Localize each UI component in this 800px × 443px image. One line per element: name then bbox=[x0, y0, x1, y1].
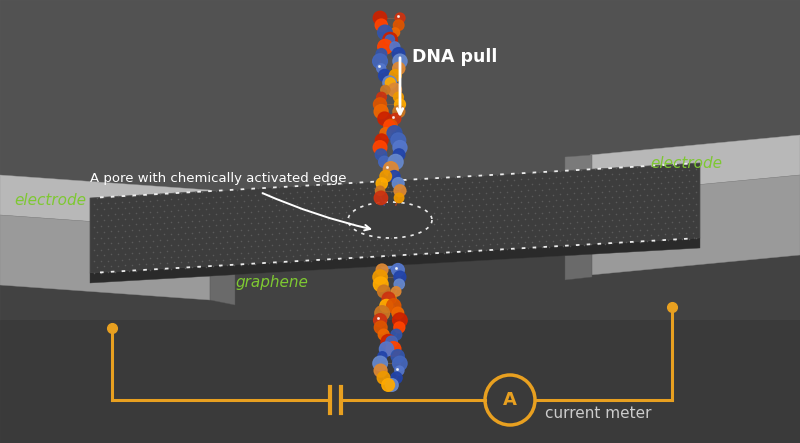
Circle shape bbox=[390, 199, 402, 211]
Text: DNA pull: DNA pull bbox=[412, 48, 498, 66]
Circle shape bbox=[393, 140, 407, 155]
Circle shape bbox=[377, 92, 386, 102]
Circle shape bbox=[394, 99, 406, 110]
Circle shape bbox=[377, 64, 386, 73]
Circle shape bbox=[384, 119, 397, 132]
Circle shape bbox=[375, 19, 387, 31]
Circle shape bbox=[378, 39, 393, 54]
Circle shape bbox=[394, 222, 402, 231]
Circle shape bbox=[374, 105, 388, 118]
Circle shape bbox=[387, 126, 402, 140]
Circle shape bbox=[378, 112, 391, 125]
Circle shape bbox=[391, 329, 402, 340]
Circle shape bbox=[391, 350, 404, 363]
Circle shape bbox=[386, 336, 398, 348]
Circle shape bbox=[374, 321, 387, 334]
Circle shape bbox=[394, 193, 404, 202]
Polygon shape bbox=[0, 320, 800, 443]
Circle shape bbox=[374, 98, 386, 111]
Circle shape bbox=[393, 227, 407, 241]
Circle shape bbox=[382, 249, 395, 261]
Circle shape bbox=[394, 322, 405, 333]
Circle shape bbox=[381, 85, 390, 94]
Circle shape bbox=[378, 372, 390, 384]
Circle shape bbox=[378, 70, 391, 82]
Circle shape bbox=[374, 277, 388, 291]
Circle shape bbox=[379, 342, 394, 356]
Polygon shape bbox=[90, 163, 700, 273]
Polygon shape bbox=[590, 135, 800, 195]
Circle shape bbox=[393, 149, 405, 160]
Circle shape bbox=[376, 221, 388, 233]
Circle shape bbox=[390, 70, 402, 82]
Circle shape bbox=[386, 256, 401, 270]
Circle shape bbox=[378, 285, 390, 298]
Circle shape bbox=[376, 236, 386, 246]
Circle shape bbox=[386, 379, 398, 391]
Text: electrode: electrode bbox=[650, 156, 722, 171]
Text: A pore with chemically activated edge: A pore with chemically activated edge bbox=[90, 172, 346, 185]
Polygon shape bbox=[210, 190, 235, 232]
Text: current meter: current meter bbox=[545, 406, 651, 421]
Polygon shape bbox=[565, 155, 592, 199]
Circle shape bbox=[392, 264, 404, 276]
Circle shape bbox=[388, 155, 403, 169]
Circle shape bbox=[374, 228, 386, 240]
Circle shape bbox=[392, 178, 404, 190]
Circle shape bbox=[375, 306, 390, 320]
Circle shape bbox=[384, 164, 394, 174]
Circle shape bbox=[380, 128, 391, 139]
Circle shape bbox=[373, 356, 387, 371]
Circle shape bbox=[388, 214, 400, 225]
Circle shape bbox=[380, 256, 393, 269]
Polygon shape bbox=[0, 215, 210, 300]
Circle shape bbox=[392, 307, 404, 319]
Polygon shape bbox=[590, 175, 800, 275]
Circle shape bbox=[373, 54, 387, 69]
Polygon shape bbox=[0, 175, 210, 230]
Circle shape bbox=[394, 92, 403, 102]
Circle shape bbox=[374, 314, 386, 327]
Circle shape bbox=[394, 279, 404, 289]
Circle shape bbox=[374, 11, 386, 25]
Circle shape bbox=[394, 185, 406, 197]
Circle shape bbox=[376, 264, 388, 276]
Circle shape bbox=[378, 25, 392, 39]
Circle shape bbox=[374, 141, 387, 154]
Circle shape bbox=[389, 171, 400, 182]
Circle shape bbox=[386, 207, 396, 218]
Circle shape bbox=[376, 178, 387, 189]
Text: A: A bbox=[503, 391, 517, 409]
Circle shape bbox=[393, 356, 407, 371]
Circle shape bbox=[380, 299, 393, 312]
Circle shape bbox=[386, 35, 394, 44]
Circle shape bbox=[380, 201, 389, 210]
Circle shape bbox=[394, 20, 404, 31]
Circle shape bbox=[376, 49, 386, 59]
Polygon shape bbox=[0, 250, 800, 443]
Circle shape bbox=[375, 149, 386, 160]
Circle shape bbox=[386, 342, 401, 356]
Circle shape bbox=[390, 42, 400, 52]
Circle shape bbox=[374, 191, 388, 205]
Circle shape bbox=[388, 83, 402, 97]
Circle shape bbox=[387, 294, 396, 303]
Polygon shape bbox=[565, 197, 592, 280]
Circle shape bbox=[394, 236, 405, 246]
Circle shape bbox=[382, 215, 390, 224]
Circle shape bbox=[374, 364, 387, 377]
Circle shape bbox=[390, 28, 400, 37]
Circle shape bbox=[380, 171, 391, 182]
Circle shape bbox=[395, 13, 405, 23]
Circle shape bbox=[378, 156, 390, 167]
Circle shape bbox=[378, 242, 390, 255]
Circle shape bbox=[386, 249, 397, 261]
Circle shape bbox=[382, 379, 394, 391]
Circle shape bbox=[378, 352, 387, 361]
Text: electrode: electrode bbox=[14, 193, 86, 208]
Circle shape bbox=[381, 334, 396, 349]
Circle shape bbox=[391, 372, 402, 384]
Circle shape bbox=[390, 113, 401, 124]
Circle shape bbox=[383, 76, 397, 89]
